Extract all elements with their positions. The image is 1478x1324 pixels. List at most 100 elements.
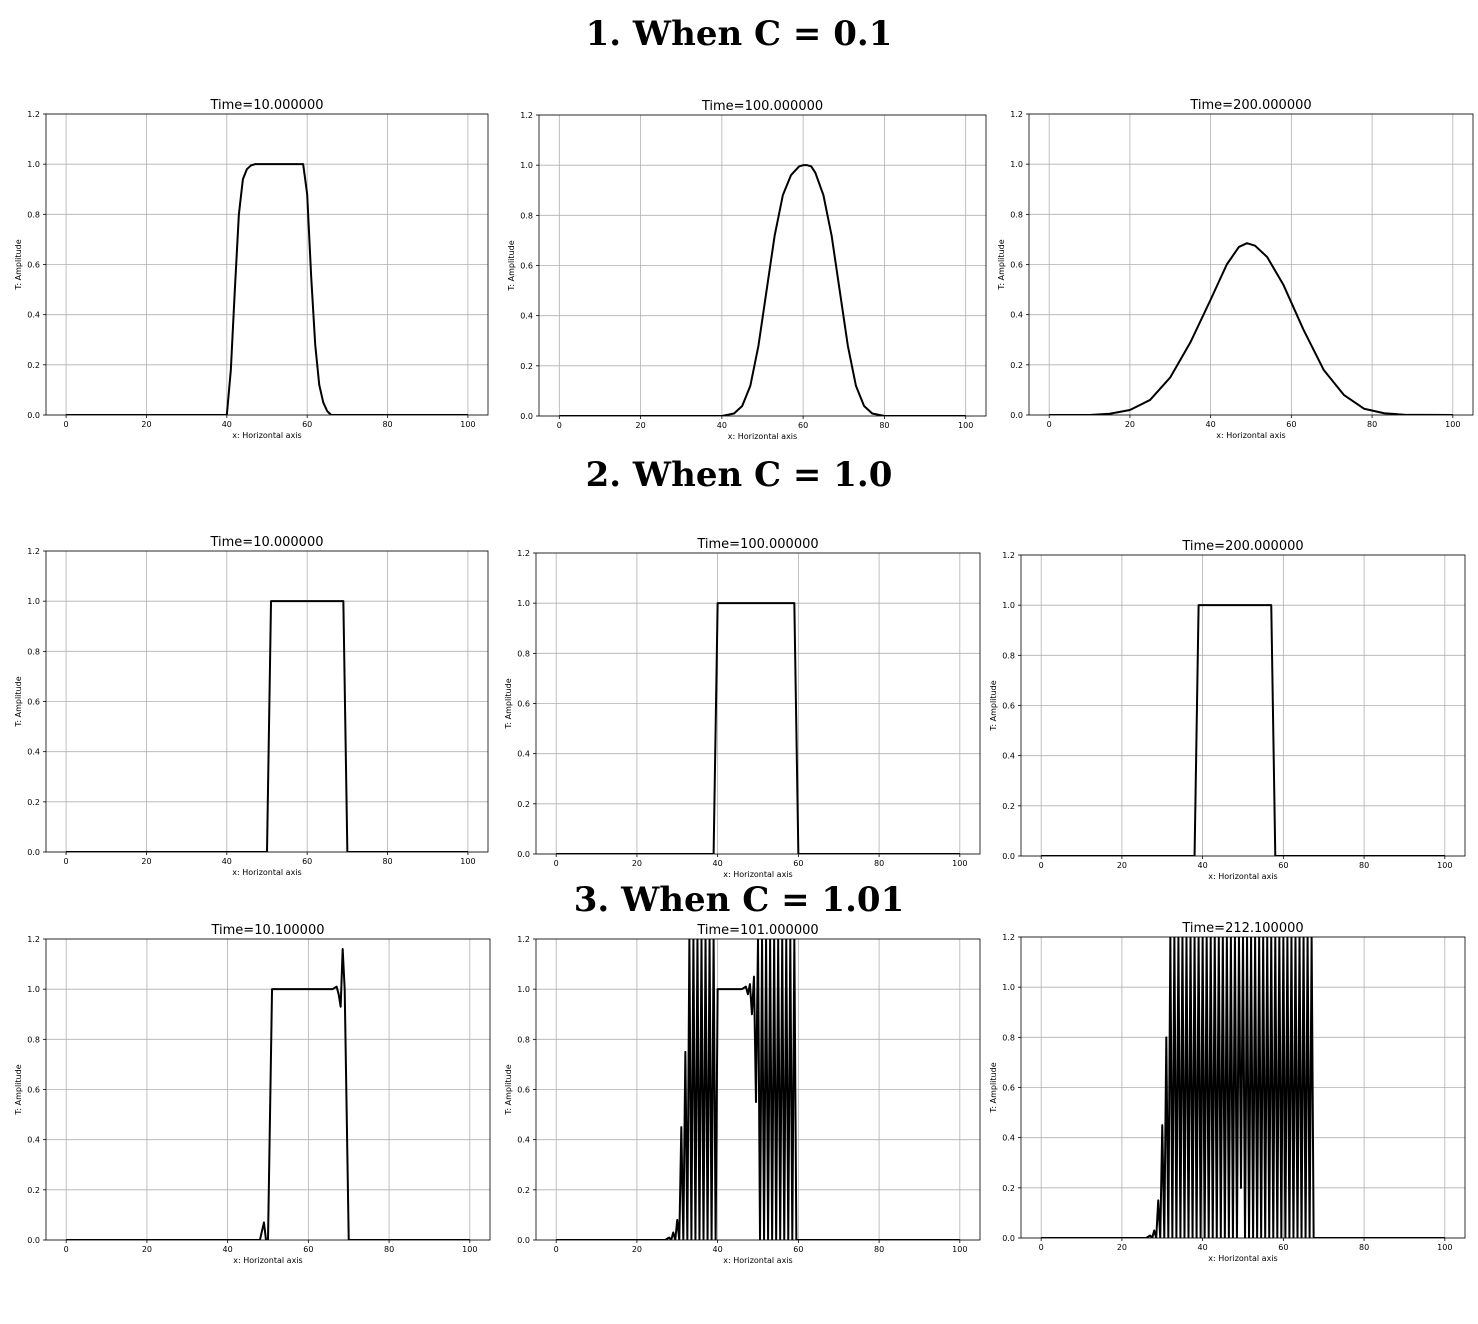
x-tick-label: 60 <box>302 420 312 429</box>
plot-title: Time=100.000000 <box>696 537 818 552</box>
plot-c10-t10: 0 20 40 60 80 100 0.0 0.2 0.4 0.6 0.8 1.0 1.2 Time=10… <box>14 535 489 877</box>
axes-frame <box>538 114 987 417</box>
x-tick-label: 80 <box>384 1245 394 1254</box>
x-tick-label: 60 <box>793 1245 803 1254</box>
y-tick-label: 1.0 <box>520 161 533 170</box>
axes-frame <box>1028 113 1474 416</box>
x-tick-label: 20 <box>1117 1243 1127 1252</box>
y-tick-label: 1.2 <box>520 111 533 120</box>
axes-frame <box>45 938 491 1241</box>
x-tick-label: 100 <box>462 1245 477 1254</box>
y-tick-label: 1.0 <box>27 597 40 606</box>
plot-c101-t10: 0 20 40 60 80 100 0.0 0.2 0.4 0.6 0.8 1.0 1.2 Time=10… <box>14 923 491 1265</box>
x-axis-label: x: Horizontal axis <box>232 868 301 877</box>
x-tick-label: 40 <box>713 1245 723 1254</box>
x-tick-label: 20 <box>142 1245 152 1254</box>
x-tick-label: 40 <box>223 1245 233 1254</box>
y-tick-label: 1.2 <box>517 935 530 944</box>
x-tick-label: 20 <box>141 857 151 866</box>
y-tick-label: 0.6 <box>27 261 40 270</box>
y-tick-label: 0.0 <box>1010 411 1023 420</box>
x-tick-label: 80 <box>879 421 889 430</box>
y-tick-label: 0.6 <box>27 698 40 707</box>
y-tick-label: 1.0 <box>27 160 40 169</box>
series-line <box>559 164 966 416</box>
y-tick-label: 0.8 <box>1010 210 1023 219</box>
plot-c10-t200: 0 20 40 60 80 100 0.0 0.2 0.4 0.6 0.8 1.0 1.2 Time=20… <box>989 539 1466 881</box>
y-axis-label: T: Amplitude <box>504 1064 513 1115</box>
plot-title: Time=10.000000 <box>209 535 323 550</box>
plot-c01-t200: 0 20 40 60 80 100 0.0 0.2 0.4 0.6 0.8 1.0 1.2 Time=20… <box>997 98 1474 440</box>
x-tick-label: 40 <box>1198 1243 1208 1252</box>
x-tick-label: 80 <box>1367 420 1377 429</box>
x-tick-label: 0 <box>554 1245 559 1254</box>
x-tick-label: 40 <box>717 421 727 430</box>
y-tick-label: 0.8 <box>517 649 530 658</box>
x-tick-label: 20 <box>1117 861 1127 870</box>
y-tick-label: 0.2 <box>27 798 40 807</box>
y-tick-label: 0.8 <box>27 210 40 219</box>
x-tick-label: 100 <box>1437 861 1452 870</box>
x-tick-label: 20 <box>632 1245 642 1254</box>
x-tick-label: 40 <box>713 859 723 868</box>
x-axis-label: x: Horizontal axis <box>1208 1254 1277 1263</box>
y-tick-label: 0.6 <box>520 262 533 271</box>
x-tick-label: 60 <box>1278 1243 1288 1252</box>
x-tick-label: 20 <box>632 859 642 868</box>
y-tick-label: 0.0 <box>27 411 40 420</box>
y-tick-label: 0.2 <box>1010 361 1023 370</box>
x-tick-label: 80 <box>382 420 392 429</box>
y-tick-label: 0.0 <box>517 850 530 859</box>
y-tick-label: 0.2 <box>520 362 533 371</box>
x-tick-label: 0 <box>1039 1243 1044 1252</box>
x-tick-label: 60 <box>798 421 808 430</box>
plot-c10-t100: 0 20 40 60 80 100 0.0 0.2 0.4 0.6 0.8 1.0 1.2 Time=10… <box>504 537 981 879</box>
y-tick-label: 1.0 <box>517 985 530 994</box>
y-tick-label: 0.2 <box>1002 1184 1015 1193</box>
y-tick-label: 0.4 <box>520 312 533 321</box>
y-tick-label: 0.4 <box>517 750 530 759</box>
x-tick-label: 0 <box>554 859 559 868</box>
x-tick-label: 100 <box>952 1245 967 1254</box>
y-tick-label: 0.8 <box>27 647 40 656</box>
x-tick-label: 100 <box>952 859 967 868</box>
y-tick-label: 0.0 <box>517 1236 530 1245</box>
x-tick-label: 60 <box>302 857 312 866</box>
y-tick-label: 0.2 <box>517 800 530 809</box>
x-axis-label: x: Horizontal axis <box>728 432 797 441</box>
y-tick-label: 1.0 <box>27 985 40 994</box>
series-line <box>1041 937 1445 1238</box>
section-title-c-1-0: 2. When C = 1.0 <box>585 455 893 495</box>
x-axis-label: x: Horizontal axis <box>233 1256 302 1265</box>
plot-c101-t101: 0 20 40 60 80 100 0.0 0.2 0.4 0.6 0.8 1.0 1.2 Time=10… <box>504 923 981 1265</box>
y-tick-label: 0.0 <box>520 412 533 421</box>
y-tick-label: 0.6 <box>1010 261 1023 270</box>
y-tick-label: 0.6 <box>517 700 530 709</box>
x-axis-label: x: Horizontal axis <box>1216 431 1285 440</box>
series-line <box>66 948 470 1240</box>
y-tick-label: 1.2 <box>1002 933 1015 942</box>
x-tick-label: 100 <box>1437 1243 1452 1252</box>
y-tick-label: 0.8 <box>27 1035 40 1044</box>
x-tick-label: 60 <box>303 1245 313 1254</box>
x-tick-label: 60 <box>793 859 803 868</box>
y-tick-label: 0.4 <box>517 1136 530 1145</box>
y-tick-label: 0.8 <box>1002 651 1015 660</box>
x-tick-label: 0 <box>557 421 562 430</box>
x-tick-label: 40 <box>1206 420 1216 429</box>
x-tick-label: 40 <box>222 857 232 866</box>
y-tick-label: 1.2 <box>517 549 530 558</box>
x-tick-label: 100 <box>460 857 475 866</box>
axes-frame <box>45 113 489 416</box>
x-tick-label: 100 <box>460 420 475 429</box>
plot-title: Time=212.100000 <box>1181 921 1303 936</box>
y-tick-label: 0.4 <box>1002 1134 1015 1143</box>
x-tick-label: 0 <box>64 1245 69 1254</box>
x-axis-label: x: Horizontal axis <box>1208 872 1277 881</box>
series-line <box>556 939 960 1240</box>
y-tick-label: 0.4 <box>27 1136 40 1145</box>
x-tick-label: 60 <box>1286 420 1296 429</box>
axes-frame <box>45 550 489 853</box>
x-tick-label: 20 <box>141 420 151 429</box>
y-tick-label: 0.4 <box>1010 311 1023 320</box>
